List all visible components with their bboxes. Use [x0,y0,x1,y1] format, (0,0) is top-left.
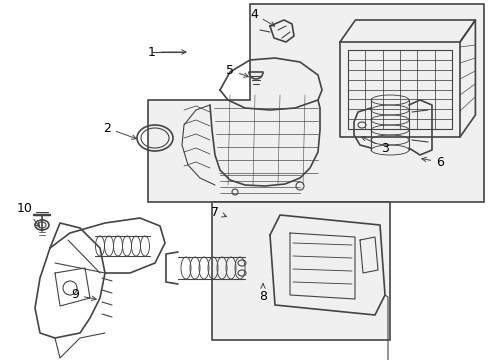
Text: 10: 10 [17,202,40,227]
Text: 8: 8 [259,284,266,302]
Text: 6: 6 [421,156,443,168]
Text: 9: 9 [71,288,96,302]
Text: 3: 3 [361,136,388,154]
Polygon shape [212,202,389,340]
Text: 4: 4 [249,8,274,26]
Text: 1: 1 [148,45,186,58]
Text: 5: 5 [225,63,248,77]
Text: 2: 2 [103,122,136,139]
Text: 7: 7 [210,206,226,219]
Polygon shape [148,4,483,202]
